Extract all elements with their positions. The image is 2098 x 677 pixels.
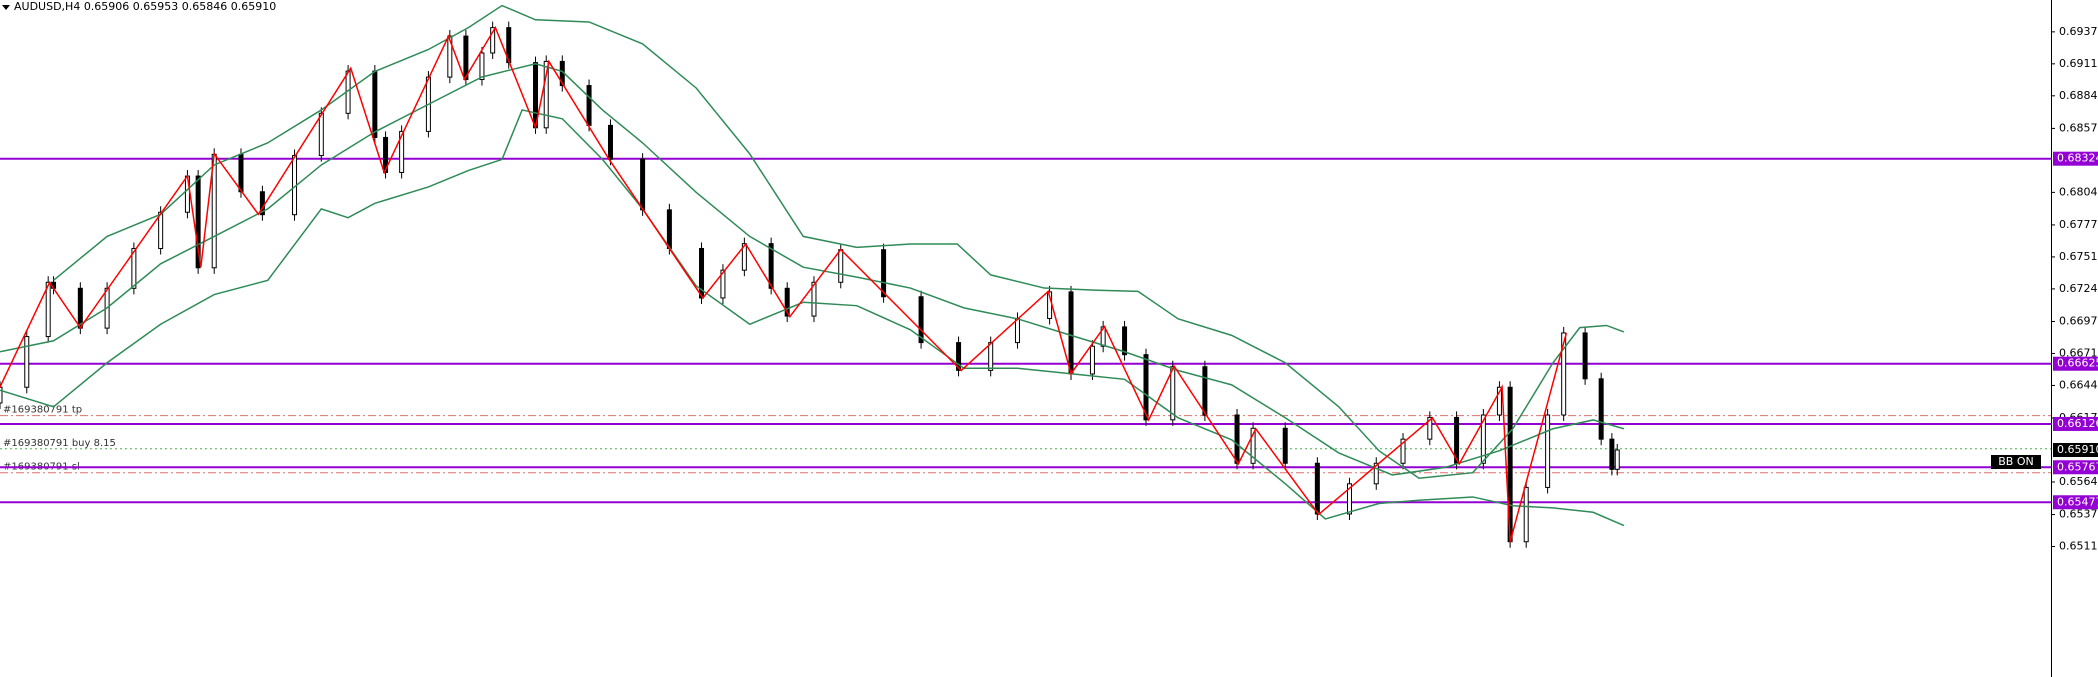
y-tick-label: 0.67245	[2059, 282, 2098, 295]
candle-body	[543, 60, 549, 129]
level-label: 0.65767	[2057, 460, 2098, 473]
candle-body	[1346, 483, 1352, 515]
candle-body	[1561, 332, 1567, 416]
candle-body	[1202, 366, 1208, 416]
candle-body	[238, 153, 244, 193]
candle-body	[811, 281, 817, 317]
candle-body	[463, 35, 469, 81]
level-label: 0.68324	[2057, 152, 2098, 165]
candle-body	[720, 269, 726, 299]
candle-body	[1598, 378, 1604, 440]
level-label: 0.66126	[2057, 417, 2098, 430]
level-label-box	[2053, 356, 2098, 371]
y-tick-label: 0.67775	[2059, 218, 2098, 231]
candle-body	[1089, 345, 1095, 375]
candle-body	[490, 27, 496, 54]
candle-body	[881, 249, 887, 298]
candle-body	[1314, 462, 1320, 515]
candle-body	[1427, 416, 1433, 440]
y-tick-label: 0.69375	[2059, 25, 2098, 38]
candle-body	[158, 211, 164, 249]
candle-body	[1100, 326, 1106, 347]
candle-body	[1614, 449, 1620, 470]
level-label: 0.66625	[2057, 357, 2098, 370]
candle-body	[1480, 414, 1486, 464]
candle-body	[399, 130, 405, 173]
candle-body	[0, 386, 3, 404]
candle-body	[607, 124, 613, 160]
candle-body	[1014, 317, 1020, 344]
candle-body	[77, 287, 83, 329]
candle-body	[988, 342, 994, 371]
indicator-box	[1991, 455, 2041, 470]
candle-body	[1122, 326, 1128, 356]
y-tick-label: 0.68045	[2059, 185, 2098, 198]
level-label-box	[2053, 495, 2098, 510]
candle-body	[372, 70, 378, 138]
indicator-label: BB ON	[1998, 455, 2033, 468]
candle-body	[259, 191, 265, 216]
candle-body	[1373, 462, 1379, 485]
current-price-box	[2053, 443, 2098, 458]
candle-body	[838, 249, 844, 283]
series-line	[0, 109, 1625, 527]
level-label: 0.65477	[2057, 495, 2098, 508]
collapse-icon[interactable]	[2, 5, 10, 10]
candle-body	[447, 35, 453, 78]
candle-body	[24, 336, 30, 388]
candle-body	[1523, 486, 1529, 543]
level-label-box	[2053, 460, 2098, 475]
chart-title: AUDUSD,H4 0.65906 0.65953 0.65846 0.6591…	[14, 0, 276, 13]
plot-area: #169380791 tp#169380791 buy 8.15#1693807…	[0, 4, 2051, 548]
series-line	[53, 4, 1625, 480]
candle-body	[741, 243, 747, 271]
y-tick-label: 0.65645	[2059, 475, 2098, 488]
candle-body	[1250, 427, 1256, 464]
candle-body	[918, 296, 924, 344]
candle-body	[1068, 291, 1074, 375]
candle-body	[1282, 427, 1288, 464]
candle-body	[640, 158, 646, 211]
order-label: #169380791 tp	[3, 405, 82, 416]
y-tick-label: 0.68845	[2059, 89, 2098, 102]
candle-body	[784, 287, 790, 317]
candle-body	[1609, 438, 1615, 470]
candle-body	[586, 85, 592, 126]
level-label-box	[2053, 416, 2098, 431]
candle-body	[383, 136, 389, 173]
candle-body	[768, 243, 774, 289]
candle-body	[131, 247, 137, 289]
candle-body	[1170, 366, 1176, 421]
candle-body	[1143, 354, 1149, 421]
candle-body	[45, 281, 51, 338]
y-tick-label: 0.68575	[2059, 121, 2098, 134]
candle-body	[195, 175, 201, 269]
order-label: #169380791 buy 8.15	[3, 438, 116, 449]
candle-body	[1496, 386, 1502, 416]
candle-body	[1234, 414, 1240, 464]
candle-body	[1545, 414, 1551, 488]
candle-body	[666, 209, 672, 249]
candle-body	[318, 112, 324, 157]
y-tick-label: 0.66445	[2059, 378, 2098, 391]
level-label-box	[2053, 151, 2098, 166]
series-line	[0, 25, 1568, 543]
candle-body	[699, 247, 705, 299]
y-tick-label: 0.65375	[2059, 508, 2098, 521]
y-tick-label: 0.66975	[2059, 314, 2098, 327]
candle-body	[1582, 332, 1588, 380]
candle-body	[956, 342, 962, 371]
candle-body	[1400, 438, 1406, 464]
current-price-label: 0.65910	[2057, 443, 2098, 456]
candle-body	[479, 52, 485, 81]
